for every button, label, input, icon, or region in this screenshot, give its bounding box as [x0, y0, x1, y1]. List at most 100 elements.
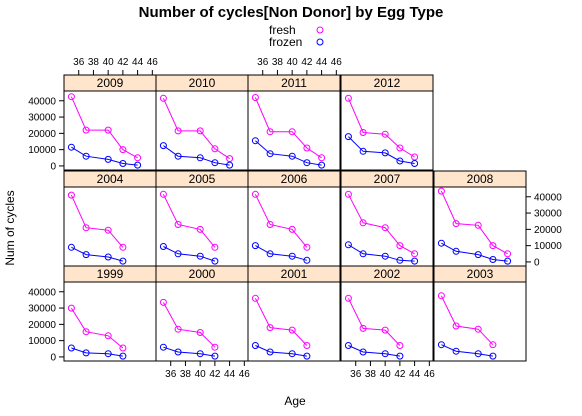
fresh-point [344, 94, 352, 102]
frozen-point [474, 350, 482, 358]
frozen-point [67, 143, 75, 151]
frozen-point [344, 133, 352, 141]
frozen-point [381, 350, 389, 358]
panel-1999: 1999 0 10000 20000 30000 40000 [28, 265, 157, 363]
strip-label-2000: 2000 [189, 267, 216, 281]
y-tick-label: 0 [50, 352, 56, 363]
frozen-point [119, 352, 127, 360]
x-tick-label: 40 [195, 369, 207, 380]
frozen-point [159, 343, 167, 351]
fresh-point [211, 243, 219, 251]
fresh-point [489, 341, 497, 349]
frozen-line-2005 [163, 246, 216, 262]
frozen-point [134, 161, 142, 169]
frozen-point [396, 256, 404, 264]
frozen-point [251, 342, 259, 349]
frozen-point [381, 252, 389, 260]
strip-label-2004: 2004 [97, 172, 124, 186]
fresh-line-2007 [347, 194, 415, 255]
frozen-point [196, 154, 204, 162]
panel-2011: 2011 36 38 40 42 44 46 [247, 57, 342, 171]
fresh-line-2009 [70, 96, 138, 159]
panel-2000: 2000 36 38 40 42 44 46 [155, 265, 250, 380]
panel-2007: 2007 [340, 170, 434, 267]
fresh-point [174, 127, 182, 135]
y-tick-label: 10000 [28, 336, 56, 347]
x-tick-label: 38 [88, 57, 100, 68]
x-tick-label: 40 [380, 369, 392, 380]
strip-label-2002: 2002 [374, 267, 401, 281]
frozen-point [211, 159, 219, 167]
frozen-point [82, 251, 90, 259]
fresh-point [119, 344, 127, 352]
fresh-point [344, 190, 352, 198]
panel-2002: 2002 36 38 40 42 44 46 [340, 265, 435, 380]
frozen-point [489, 256, 497, 263]
fresh-line-2010 [162, 98, 230, 160]
x-tick-label: 44 [409, 369, 421, 380]
y-tick-label: 30000 [534, 209, 562, 220]
panel-2012: 2012 [340, 74, 434, 171]
fresh-point [474, 325, 482, 333]
plot-frame-2002 [340, 281, 434, 362]
y-axis-label: Num of cycles [3, 190, 17, 265]
strip-label-2005: 2005 [189, 172, 216, 186]
plot-frame-1999 [63, 281, 157, 362]
x-tick-label: 36 [257, 57, 269, 68]
frozen-point [119, 257, 127, 265]
x-tick-label: 36 [350, 369, 362, 380]
strip-label-2011: 2011 [281, 76, 307, 90]
fresh-point [67, 304, 75, 312]
y-tick-label: 20000 [28, 320, 56, 331]
y-tick-label: 0 [50, 161, 56, 172]
frozen-point [452, 347, 460, 355]
fresh-point [104, 332, 112, 340]
y-tick-label: 20000 [28, 129, 56, 140]
y-tick-label: 30000 [28, 113, 56, 124]
frozen-point [104, 253, 112, 261]
fresh-line-1999 [70, 307, 124, 349]
fresh-line-2011 [254, 97, 322, 159]
y-tick-label: 30000 [28, 304, 56, 315]
frozen-point [288, 252, 296, 260]
fresh-point [119, 146, 127, 154]
fresh-point [474, 221, 482, 229]
fresh-point [266, 324, 274, 332]
fresh-point [344, 294, 352, 302]
frozen-point [504, 257, 512, 265]
frozen-point [318, 161, 326, 169]
frozen-point [251, 137, 259, 145]
frozen-point [437, 239, 445, 247]
x-tick-label: 42 [394, 369, 406, 380]
frozen-point [288, 350, 296, 358]
fresh-point [396, 342, 404, 349]
frozen-line-2010 [163, 145, 230, 166]
frozen-point [67, 344, 75, 352]
fresh-point [359, 129, 367, 136]
fresh-line-2005 [162, 194, 216, 248]
plot-frame-2011 [247, 90, 341, 171]
x-tick-label: 42 [301, 57, 313, 68]
legend: fresh frozen [269, 23, 324, 49]
fresh-point [411, 250, 419, 258]
panel-2009: 2009 36 38 40 42 44 46 0 10000 20000 30000 40000 [28, 57, 158, 172]
strip-label-2007: 2007 [374, 172, 401, 186]
fresh-point [318, 154, 326, 162]
x-tick-label: 40 [103, 57, 115, 68]
strip-label-2008: 2008 [467, 172, 494, 186]
plot-frame-2012 [340, 90, 434, 171]
frozen-point [489, 352, 497, 360]
fresh-point [67, 191, 75, 199]
frozen-point [288, 152, 296, 160]
fresh-point [437, 292, 445, 300]
frozen-line-2004 [71, 246, 124, 262]
frozen-point [344, 342, 352, 349]
fresh-point [288, 326, 296, 334]
fresh-point [303, 342, 311, 349]
fresh-point [396, 242, 404, 250]
panel-2003: 2003 [433, 265, 527, 362]
fresh-line-2002 [347, 298, 401, 346]
fresh-point [119, 243, 127, 251]
fresh-point [159, 94, 167, 102]
frozen-line-2002 [348, 345, 400, 357]
